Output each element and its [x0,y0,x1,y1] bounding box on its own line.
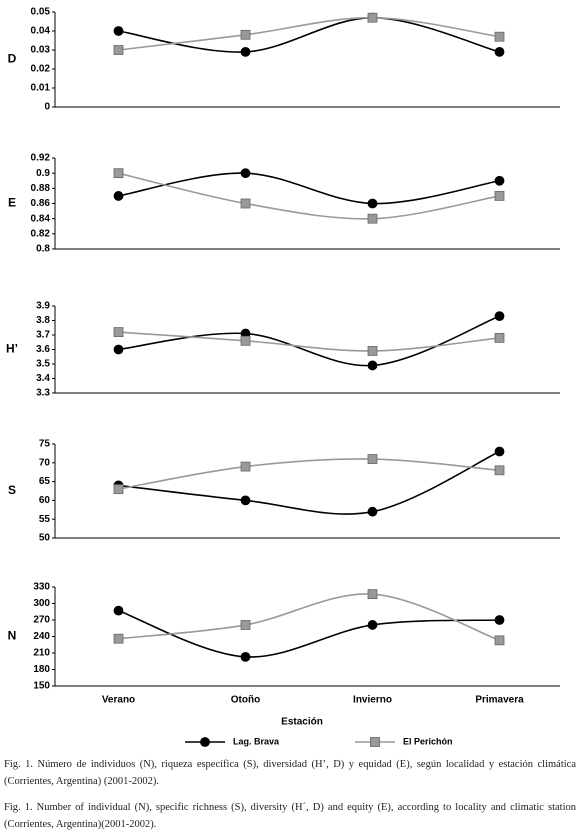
point [367,198,378,209]
point [367,213,378,224]
point [367,620,378,630]
point [240,461,251,472]
point [367,589,378,600]
point [494,446,505,457]
series-line [118,172,500,205]
x-axis-label: Estación [281,717,323,728]
point [113,344,124,355]
y-tick-label: 0.84 [31,213,51,224]
point [494,635,505,646]
x-tick-label: Verano [102,695,135,706]
point [240,29,251,40]
y-tick-label: 0.05 [31,7,51,18]
y-tick-label: 0.02 [31,64,51,75]
y-tick-label: 270 [33,615,50,626]
series-line [118,16,500,51]
y-tick-label: 300 [33,598,50,609]
point [240,168,251,179]
y-axis-label: S [8,483,16,497]
point [113,26,124,36]
point [370,737,380,747]
y-tick-label: 3.8 [36,315,50,326]
point [240,335,251,346]
point [200,737,210,747]
point [240,47,251,57]
point [240,495,251,506]
point [240,198,251,209]
series-line [118,172,500,220]
y-axis-label: E [8,196,16,210]
point [494,311,505,322]
point [113,327,124,338]
point [494,47,505,57]
point [367,346,378,356]
point [113,605,124,616]
point [113,45,124,55]
point [113,633,124,644]
y-tick-label: 0.9 [36,168,50,179]
y-tick-label: 70 [39,457,51,468]
x-tick-label: Invierno [353,695,392,706]
point [113,168,124,179]
figure: D 0 0.01 0.02 0.03 0.04 0.05 E 0.8 0.82 0.84 0.86 0.… [6,7,560,747]
y-tick-label: 3.9 [36,301,50,312]
y-axis-label: H’ [6,342,18,356]
y-tick-label: 240 [33,631,50,642]
point [113,484,124,495]
x-tick-label: Otoño [231,695,260,706]
point [494,615,505,625]
caption-en: Fig. 1. Number of individual (N), specif… [4,802,576,830]
y-tick-label: 3.7 [36,330,50,341]
y-tick-label: 55 [39,514,51,525]
point [367,12,378,23]
point [240,620,251,630]
y-tick-label: 0.01 [31,83,51,94]
y-tick-label: 180 [33,664,50,675]
y-tick-label: 0.92 [31,153,51,164]
point [494,465,505,476]
y-axis-label: N [8,629,17,643]
y-tick-label: 0.86 [31,198,51,209]
y-tick-label: 50 [39,533,51,544]
point [494,332,505,343]
point [494,191,505,201]
series-line [118,458,500,490]
legend-label: Lag. Brava [233,736,280,746]
series-line [118,450,500,515]
y-tick-label: 60 [39,495,51,506]
legend-label: El Perichón [403,736,453,746]
y-tick-label: 65 [39,476,51,487]
y-tick-label: 0.88 [31,183,51,194]
point [113,191,124,201]
y-tick-label: 330 [33,582,50,593]
point [367,360,378,371]
point [494,31,505,42]
y-tick-label: 3.5 [36,359,50,370]
y-tick-label: 210 [33,648,50,659]
point [494,175,505,186]
y-tick-label: 150 [33,681,50,692]
point [367,506,378,517]
y-tick-label: 75 [39,439,51,450]
y-tick-label: 0.82 [31,228,51,239]
series-line [118,315,500,367]
y-tick-label: 3.6 [36,344,50,355]
series-line [118,331,500,352]
y-axis-label: D [8,52,17,66]
y-tick-label: 0.04 [31,26,51,37]
series-line [118,593,500,642]
caption-es: Fig. 1. Número de individuos (N), riquez… [4,759,576,787]
series-line [118,16,500,53]
y-tick-label: 3.3 [36,388,50,399]
y-tick-label: 0 [44,102,50,113]
series-line [118,609,500,658]
y-tick-label: 0.8 [36,244,50,255]
x-tick-label: Primavera [475,695,524,706]
point [240,651,251,662]
y-tick-label: 0.03 [31,45,51,56]
point [367,454,378,464]
y-tick-label: 3.4 [36,373,50,384]
